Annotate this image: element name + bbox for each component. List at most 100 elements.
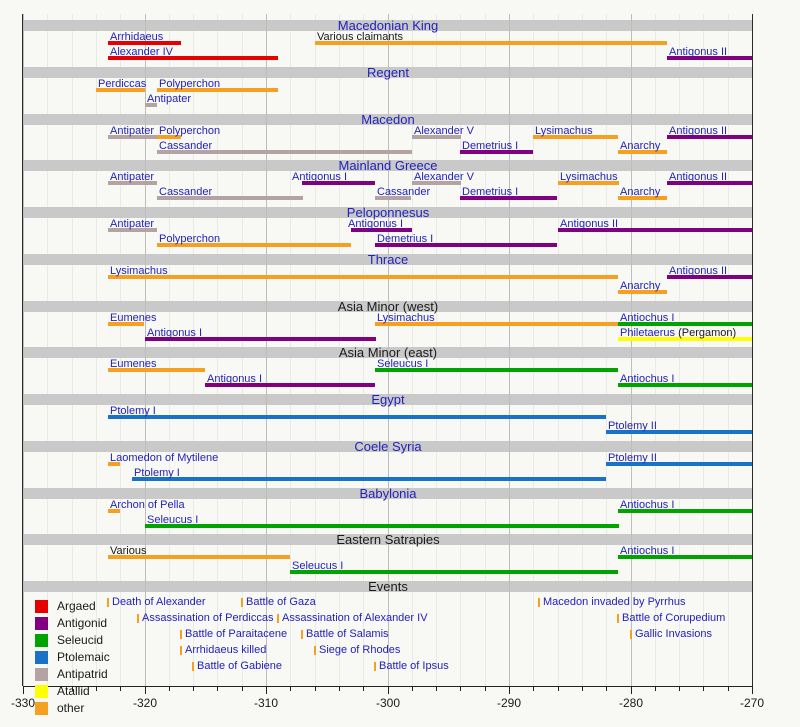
bar-label-alexander-v[interactable]: Alexander V [414, 125, 474, 137]
bar-antipater [108, 181, 157, 185]
bar-label-cassander[interactable]: Cassander [377, 186, 431, 198]
bar-label-polyperchon[interactable]: Polyperchon [159, 125, 221, 137]
event-label-battle-of-paraitacene[interactable]: Battle of Paraitacene [185, 628, 288, 640]
bar-label-seleucus-i[interactable]: Seleucus I [292, 560, 344, 572]
event-tick-macedon-invaded-by-pyrrhus [538, 598, 540, 607]
section-title-regent[interactable]: Regent [367, 65, 409, 80]
axis-label-290: -290 [496, 696, 522, 710]
bar-label-polyperchon[interactable]: Polyperchon [159, 78, 221, 90]
section-title-coele-syria[interactable]: Coele Syria [354, 439, 422, 454]
bar-label-alexander-v[interactable]: Alexander V [414, 171, 474, 183]
bar-label-antigonus-i[interactable]: Antigonus I [207, 373, 263, 385]
bar-label-lysimachus[interactable]: Lysimachus [377, 312, 435, 324]
bar-label-ptolemy-ii[interactable]: Ptolemy II [608, 452, 657, 464]
axis-minor-tick--284 [582, 686, 583, 691]
section-title-peloponnesus[interactable]: Peloponnesus [346, 205, 430, 220]
bar-label-anarchy[interactable]: Anarchy [620, 280, 661, 292]
bar-ptolemy-i [132, 477, 606, 481]
bar-label-antigonus-ii[interactable]: Antigonus II [560, 218, 619, 230]
bar-label-antiochus-i[interactable]: Antiochus I [620, 312, 675, 324]
bar-label-eumenes[interactable]: Eumenes [110, 312, 157, 324]
section-title-macedon[interactable]: Macedon [361, 112, 415, 127]
bar-demetrius-i [460, 196, 557, 200]
event-label-battle-of-gabiene[interactable]: Battle of Gabiene [197, 660, 283, 672]
bar-label-antipater[interactable]: Antipater [147, 93, 192, 105]
axis-minor-tick--324 [96, 686, 97, 691]
bar-label-various: Various [110, 545, 147, 557]
event-label-death-of-alexander[interactable]: Death of Alexander [112, 596, 206, 608]
bar-label-antigonus-ii[interactable]: Antigonus II [669, 171, 728, 183]
bar-label-seleucus-i[interactable]: Seleucus I [147, 514, 199, 526]
bar-label-antigonus-i[interactable]: Antigonus I [147, 327, 203, 339]
axis-tick-320 [145, 686, 146, 694]
bar-label-antipater[interactable]: Antipater [110, 218, 155, 230]
event-tick-battle-of-gaza [241, 598, 243, 607]
bar-label-philetaerus[interactable]: Philetaerus (Pergamon) [620, 327, 737, 339]
bar-label-demetrius-i[interactable]: Demetrius I [462, 140, 519, 152]
bar-label-perdiccas[interactable]: Perdiccas [98, 78, 147, 90]
axis-minor-tick--322 [120, 686, 121, 691]
bar-label-anarchy[interactable]: Anarchy [620, 140, 661, 152]
bar-label-antipater[interactable]: Antipater [110, 125, 155, 137]
bar-label-lysimachus[interactable]: Lysimachus [560, 171, 618, 183]
event-label-gallic-invasions[interactable]: Gallic Invasions [635, 628, 713, 640]
bar-antiochus-i [618, 555, 752, 559]
axis-label-320: -320 [132, 696, 158, 710]
bar-label-antiochus-i[interactable]: Antiochus I [620, 545, 675, 557]
legend-label-atallid: Atallid [57, 684, 90, 698]
bar-label-cassander[interactable]: Cassander [159, 140, 213, 152]
bar-cassander [157, 150, 412, 154]
event-label-siege-of-rhodes[interactable]: Siege of Rhodes [319, 644, 401, 656]
section-title-thrace[interactable]: Thrace [367, 252, 409, 267]
bar-label-lysimachus[interactable]: Lysimachus [535, 125, 593, 137]
bar-arrhidaeus [108, 41, 181, 45]
bar-label-alexander-iv[interactable]: Alexander IV [110, 46, 173, 58]
axis-label-280: -280 [618, 696, 644, 710]
section-title-babylonia[interactable]: Babylonia [359, 486, 417, 501]
bar-label-cassander[interactable]: Cassander [159, 186, 213, 198]
bar-seleucus-i [145, 524, 619, 528]
event-label-macedon-invaded-by-pyrrhus[interactable]: Macedon invaded by Pyrrhus [543, 596, 686, 608]
bar-ptolemy-ii [606, 430, 752, 434]
bar-polyperchon [157, 135, 181, 139]
event-label-arrhidaeus-killed[interactable]: Arrhidaeus killed [185, 644, 267, 656]
legend-label-other: other [57, 701, 85, 715]
event-label-battle-of-salamis[interactable]: Battle of Salamis [306, 628, 389, 640]
axis-minor-tick--306 [315, 686, 316, 691]
bar-label-antigonus-i[interactable]: Antigonus I [348, 218, 404, 230]
event-label-battle-of-gaza[interactable]: Battle of Gaza [246, 596, 316, 608]
event-label-assassination-of-alexander-iv[interactable]: Assassination of Alexander IV [282, 612, 428, 624]
bar-label-arrhidaeus[interactable]: Arrhidaeus [110, 31, 164, 43]
event-label-assassination-of-perdiccas[interactable]: Assassination of Perdiccas [142, 612, 274, 624]
bar-label-ptolemy-i[interactable]: Ptolemy I [134, 467, 180, 479]
bar-label-polyperchon[interactable]: Polyperchon [159, 233, 221, 245]
axis-minor-tick--274 [703, 686, 704, 691]
legend-swatch-other [35, 702, 48, 715]
bar-label-seleucus-i[interactable]: Seleucus I [377, 358, 429, 370]
bar-anarchy [618, 290, 667, 294]
bar-label-anarchy[interactable]: Anarchy [620, 186, 661, 198]
event-label-battle-of-corupedium[interactable]: Battle of Corupedium [622, 612, 726, 624]
bar-label-antiochus-i[interactable]: Antiochus I [620, 499, 675, 511]
bar-label-eumenes[interactable]: Eumenes [110, 358, 157, 370]
bar-lysimachus [558, 181, 619, 185]
section-title-mainland-greece[interactable]: Mainland Greece [338, 158, 438, 173]
bar-label-ptolemy-i[interactable]: Ptolemy I [110, 405, 156, 417]
bar-label-ptolemy-ii[interactable]: Ptolemy II [608, 420, 657, 432]
bar-antigonus-i [205, 383, 375, 387]
bar-label-antigonus-ii[interactable]: Antigonus II [669, 265, 728, 277]
bar-label-antigonus-i[interactable]: Antigonus I [292, 171, 348, 183]
bar-label-laomedon-of-mytilene[interactable]: Laomedon of Mytilene [110, 452, 219, 464]
bar-label-antipater[interactable]: Antipater [110, 171, 155, 183]
bar-label-archon-of-pella[interactable]: Archon of Pella [110, 499, 185, 511]
bar-label-lysimachus[interactable]: Lysimachus [110, 265, 168, 277]
bar-label-antigonus-ii[interactable]: Antigonus II [669, 46, 728, 58]
bar-label-antigonus-ii[interactable]: Antigonus II [669, 125, 728, 137]
bar-label-demetrius-i[interactable]: Demetrius I [462, 186, 519, 198]
section-title-macedonian-king[interactable]: Macedonian King [337, 18, 439, 33]
section-title-egypt[interactable]: Egypt [371, 392, 405, 407]
bar-label-demetrius-i[interactable]: Demetrius I [377, 233, 434, 245]
event-label-battle-of-ipsus[interactable]: Battle of Ipsus [379, 660, 449, 672]
bar-label-antiochus-i[interactable]: Antiochus I [620, 373, 675, 385]
section-title-events: Events [368, 579, 408, 594]
